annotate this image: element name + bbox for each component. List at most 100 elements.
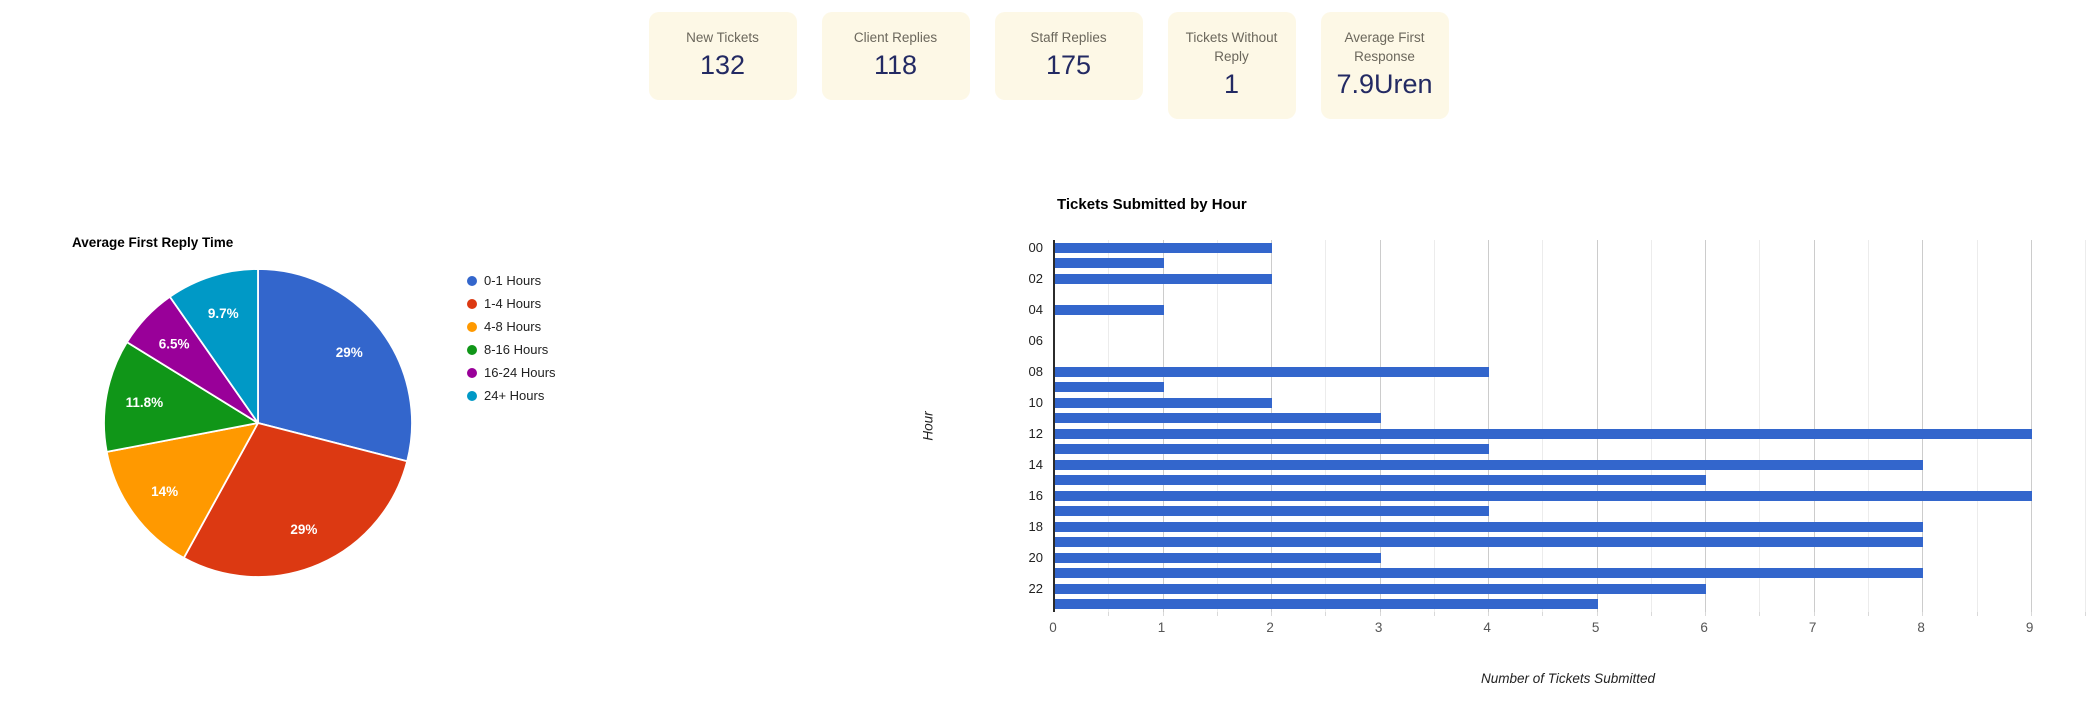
pie-slice-4-8-hours[interactable] (105, 422, 259, 559)
x-tick-label-3: 3 (1374, 620, 1383, 635)
hour-tick-label-00: 00 (1028, 239, 1043, 255)
x-tick-label-8: 8 (1917, 620, 1925, 635)
legend-item-4-8-hours[interactable]: 4-8 Hours (467, 315, 556, 338)
gridline-4.5 (1542, 240, 1544, 612)
x-tick-label-6: 6 (1700, 620, 1708, 635)
bar-hour-10[interactable] (1055, 397, 1273, 408)
stat-cards-row: New Tickets 132 Client Replies 118 Staff Rep… (648, 12, 1449, 119)
bar-hour-12[interactable] (1055, 428, 2032, 439)
bar-hour-23[interactable] (1055, 599, 1598, 610)
bar-hour-08[interactable] (1055, 366, 1490, 377)
bar-hour-00[interactable] (1055, 242, 1273, 253)
legend-color-dot (467, 298, 477, 309)
bar-hour-17[interactable] (1055, 506, 1490, 517)
bar-chart-plot-area (1053, 240, 2086, 616)
gridline-7 (1813, 240, 1815, 612)
legend-item-16-24-hours[interactable]: 16-24 Hours (467, 361, 556, 384)
legend-item-0-1-hours[interactable]: 0-1 Hours (467, 269, 556, 292)
axis-tickmark (1705, 612, 1707, 616)
x-tick-label-7: 7 (1808, 620, 1817, 635)
pie-slice-8-16-hours[interactable] (103, 341, 259, 453)
axis-tickmark (1488, 612, 1490, 616)
stat-card-label: Staff Replies (1030, 30, 1107, 45)
axis-tickmark (1325, 612, 1327, 616)
hour-tick-label-14: 14 (1028, 456, 1043, 472)
gridline-2.5 (1325, 240, 1327, 612)
x-tick-label-0: 0 (1049, 620, 1057, 635)
legend-item-24-hours[interactable]: 24+ Hours (467, 384, 556, 407)
legend-color-dot (467, 275, 477, 286)
hour-tick-label-04: 04 (1028, 301, 1043, 317)
pie-slice-0-1-hours[interactable] (257, 268, 413, 463)
stat-card-label: Client Replies (853, 30, 938, 45)
gridline-9 (2030, 240, 2032, 612)
x-tick-label-2: 2 (1266, 620, 1274, 635)
bar-hour-13[interactable] (1055, 444, 1490, 455)
axis-tickmark (1922, 612, 1924, 616)
hour-tick-label-16: 16 (1028, 487, 1043, 503)
gridline-5.5 (1650, 240, 1652, 612)
axis-tickmark (1542, 612, 1544, 616)
x-tick-label-4: 4 (1483, 620, 1491, 635)
legend-item-8-16-hours[interactable]: 8-16 Hours (467, 338, 556, 361)
stat-card-average-first-response: Average First Response 7.9Uren (1320, 12, 1449, 119)
bar-hour-14[interactable] (1055, 459, 1924, 470)
bar-hour-11[interactable] (1055, 413, 1381, 424)
axis-tickmark (1271, 612, 1273, 616)
pie-slice-percent-label: 29% (336, 345, 363, 360)
gridline-6.5 (1759, 240, 1761, 612)
hour-tick-label-20: 20 (1028, 549, 1043, 565)
pie-slice-24-hours[interactable] (168, 268, 259, 424)
bar-hour-01[interactable] (1055, 258, 1164, 269)
gridline-8.5 (1976, 240, 1978, 612)
bar-chart-title: Tickets Submitted by Hour (1057, 196, 1247, 213)
stat-card-value: 118 (873, 50, 918, 80)
stat-card-staff-replies: Staff Replies 175 (994, 12, 1143, 100)
stat-card-tickets-without-reply: Tickets Without Reply 1 (1167, 12, 1296, 119)
hour-tick-label-22: 22 (1028, 580, 1043, 596)
bar-hour-18[interactable] (1055, 521, 1924, 532)
hour-tick-label-06: 06 (1028, 332, 1043, 348)
gridline-3.5 (1433, 240, 1435, 612)
bar-hour-21[interactable] (1055, 568, 1924, 579)
hour-tick-label-08: 08 (1028, 363, 1043, 379)
legend-item-label: 24+ Hours (484, 388, 545, 403)
pie-slice-1-4-hours[interactable] (182, 422, 409, 578)
bar-hour-16[interactable] (1055, 490, 2032, 501)
stat-card-value: 175 (1045, 50, 1092, 80)
stat-card-value: 132 (699, 50, 746, 80)
gridline-8 (1922, 240, 1924, 612)
legend-item-1-4-hours[interactable]: 1-4 Hours (467, 292, 556, 315)
bar-hour-04[interactable] (1055, 304, 1164, 315)
bar-chart-y-axis-title: Hour (920, 411, 936, 441)
gridline-0.5 (1108, 240, 1110, 612)
gridline-5 (1596, 240, 1598, 612)
stat-card-value: 1 (1223, 69, 1240, 99)
legend-color-dot (467, 344, 477, 355)
legend-color-dot (467, 321, 477, 332)
axis-tickmark (1216, 612, 1218, 616)
x-tick-label-5: 5 (1591, 620, 1600, 635)
axis-tickmark (1813, 612, 1815, 616)
pie-chart-title: Average First Reply Time (72, 235, 234, 250)
hour-tick-label-18: 18 (1028, 518, 1043, 534)
stat-card-new-tickets: New Tickets 132 (648, 12, 797, 100)
pie-slice-percent-label: 9.7% (208, 306, 239, 321)
hour-tick-label-02: 02 (1028, 270, 1043, 286)
gridline-1 (1162, 240, 1164, 612)
bar-hour-22[interactable] (1055, 583, 1707, 594)
axis-tickmark (1650, 612, 1652, 616)
pie-slice-percent-label: 14% (151, 484, 178, 499)
bar-hour-20[interactable] (1055, 552, 1381, 563)
gridline-2 (1271, 240, 1273, 612)
bar-hour-15[interactable] (1055, 475, 1707, 486)
axis-tickmark (1867, 612, 1869, 616)
bar-hour-02[interactable] (1055, 273, 1273, 284)
bar-hour-19[interactable] (1055, 537, 1924, 548)
bar-hour-09[interactable] (1055, 382, 1164, 393)
legend-item-label: 1-4 Hours (484, 296, 542, 311)
gridline-4 (1488, 240, 1490, 612)
stat-card-label: Tickets Without Reply (1185, 30, 1278, 64)
gridline-1.5 (1216, 240, 1218, 612)
